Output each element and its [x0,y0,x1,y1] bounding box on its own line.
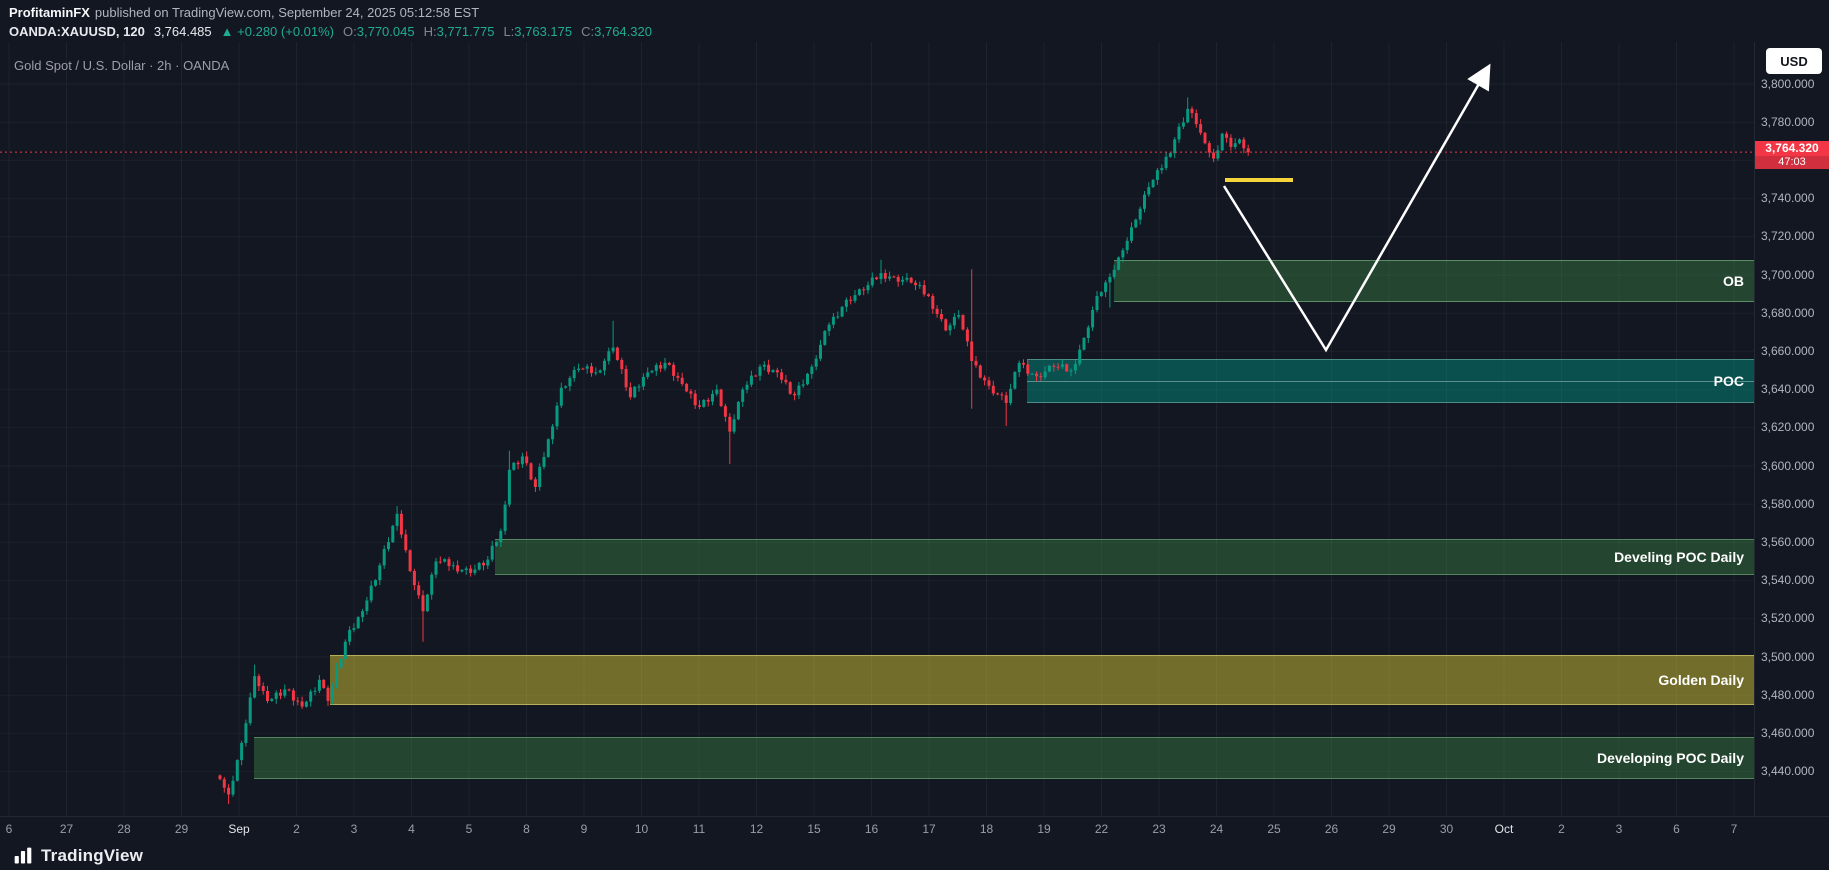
time-axis-label: 16 [864,822,879,836]
price-axis-label: 3,500.000 [1761,649,1815,664]
time-axis-label: 30 [1439,822,1454,836]
zone-developing-poc-daily: Developing POC Daily [254,737,1754,780]
close-label: C: [581,24,595,39]
time-axis-label: 8 [523,822,530,836]
open-value: O:3,770.045 [343,24,415,39]
high-value: H:3,771.775 [424,24,495,39]
price-axis-label: 3,780.000 [1761,114,1815,129]
time-axis-label: 3 [1615,822,1623,836]
last-price-header: 3,764.485 [153,24,212,39]
symbol-name[interactable]: OANDA:XAUUSD, 120 [9,24,145,39]
time-axis-label: 4 [408,822,415,836]
close-value: C:3,764.320 [581,24,652,39]
time-axis-label: 28 [117,822,131,836]
time-axis-label: 17 [922,822,936,836]
open-number: 3,770.045 [356,24,415,39]
price-axis-label: 3,720.000 [1761,229,1815,244]
price-change: ▲ +0.280 (+0.01%) [221,24,334,39]
time-axis-label: 9 [580,822,588,836]
zone-ob: OB [1114,259,1754,302]
time-axis-label: 3 [350,822,358,836]
time-axis-label: 7 [1730,822,1738,836]
zone-label: Develing POC Daily [1614,548,1744,565]
bar-countdown: 47:03 [1755,156,1829,170]
chart-area: Gold Spot / U.S. Dollar · 2h · OANDA USD… [0,42,1829,842]
time-axis-label: 6 [5,822,13,836]
time-axis-label: Sep [228,822,250,836]
price-plot[interactable]: OB POC Develing POC Daily Golden Daily Devel… [0,42,1754,816]
snapshot-header: ProfitaminFX published on TradingView.com… [0,0,1829,42]
last-price-tag: 3,764.320 47:03 [1755,141,1829,170]
last-price-value: 3,764.320 [1765,141,1819,156]
price-axis-label: 3,740.000 [1761,191,1815,206]
time-axis-label: 12 [749,822,764,836]
price-axis-label: 3,660.000 [1761,343,1815,358]
zone-label: Developing POC Daily [1596,750,1744,767]
price-axis-label: 3,480.000 [1761,687,1815,702]
high-label: H: [423,24,437,39]
price-axis-label: 3,580.000 [1761,496,1815,511]
time-axis-label: 24 [1209,822,1224,836]
open-label: O: [343,24,357,39]
time-axis-label: Oct [1494,822,1514,836]
candles-and-drawings [0,63,1754,805]
time-axis-label: 2 [293,822,300,836]
time-axis-label: 29 [174,822,189,836]
time-axis-label: 25 [1267,822,1281,836]
time-axis-label: 26 [1324,822,1339,836]
low-number: 3,763.175 [514,24,573,39]
price-axis-label: 3,540.000 [1761,573,1815,588]
price-axis-label: 3,620.000 [1761,420,1815,435]
change-value: +0.280 (+0.01%) [237,24,335,39]
time-axis-label: 29 [1382,822,1396,836]
tradingview-wordmark[interactable]: TradingView [41,846,144,865]
zone-label: OB [1723,272,1744,289]
time-axis-label: 15 [807,822,821,836]
published-text: published on TradingView.com, September … [94,5,480,20]
tradingview-logo-icon[interactable] [13,846,33,866]
price-axis-label: 3,680.000 [1761,305,1815,320]
zone-develing-poc-daily: Develing POC Daily [495,538,1754,575]
price-axis-label: 3,700.000 [1761,267,1815,282]
price-axis-label: 3,560.000 [1761,534,1815,549]
time-axis-label: 18 [979,822,994,836]
symbol-info-bar: OANDA:XAUUSD, 120 3,764.485 ▲ +0.280 (+0… [9,24,1829,39]
change-arrow-icon: ▲ [220,24,234,39]
price-axis-label: 3,600.000 [1761,458,1815,473]
price-axis-label: 3,800.000 [1761,76,1815,91]
price-axis[interactable]: 3,764.320 47:03 3,800.0003,780.0003,760.… [1754,42,1829,816]
time-axis-label: 11 [692,822,706,836]
time-axis-label: 22 [1094,822,1109,836]
zone-label: Golden Daily [1658,671,1744,688]
time-axis-label: 19 [1037,822,1051,836]
high-number: 3,771.775 [436,24,495,39]
footer: TradingView [0,842,1829,870]
time-axis[interactable]: 6 27 28 29 Sep 2 3 4 5 8 9 10 11 12 15 16 17 18 19 22 23 24 25… [0,816,1829,842]
time-axis-label: 27 [59,822,74,836]
zone-poc: POC [1027,359,1754,403]
time-axis-label: 2 [1558,822,1565,836]
currency-usd-button[interactable]: USD [1766,48,1822,74]
time-axis-label: 6 [1673,822,1680,836]
poc-mid-line [1027,380,1754,382]
chart-title: Gold Spot / U.S. Dollar · 2h · OANDA [14,58,230,73]
projection-arrow [1222,63,1491,353]
price-axis-label: 3,640.000 [1761,382,1815,397]
publish-line: ProfitaminFX published on TradingView.com… [9,5,1829,20]
author-name[interactable]: ProfitaminFX [9,5,90,20]
low-label: L: [503,24,515,39]
low-value: L:3,763.175 [503,24,572,39]
time-axis-label: 10 [634,822,649,836]
close-number: 3,764.320 [594,24,652,39]
price-axis-label: 3,460.000 [1761,725,1815,740]
zone-golden-daily: Golden Daily [330,655,1754,705]
time-axis-label: 5 [465,822,473,836]
time-axis-label: 23 [1152,822,1166,836]
zones-layer: OB POC Develing POC Daily Golden Daily Devel… [0,42,1754,816]
zone-label: POC [1713,372,1744,389]
price-axis-label: 3,440.000 [1761,764,1815,779]
price-axis-label: 3,520.000 [1761,611,1815,626]
